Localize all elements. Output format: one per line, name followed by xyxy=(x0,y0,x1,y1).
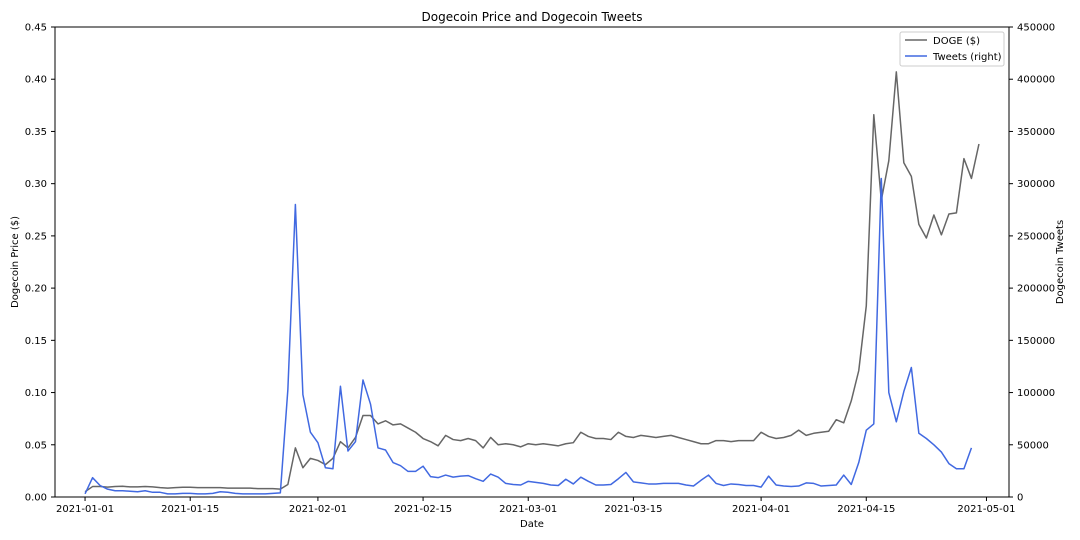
legend-label-doge: DOGE ($) xyxy=(933,36,980,47)
left-tick-label: 0.10 xyxy=(25,388,47,399)
x-tick-label: 2021-01-15 xyxy=(161,504,219,515)
right-tick-label: 100000 xyxy=(1017,388,1055,399)
x-tick-label: 2021-05-01 xyxy=(957,504,1015,515)
plot-frame xyxy=(54,26,1010,498)
legend: DOGE ($) Tweets (right) xyxy=(899,31,1005,67)
x-tick-label: 2021-04-15 xyxy=(837,504,895,515)
right-tick-label: 400000 xyxy=(1017,75,1055,86)
left-tick-label: 0.25 xyxy=(25,231,47,242)
x-tick-label: 2021-03-01 xyxy=(499,504,557,515)
right-tick-label: 350000 xyxy=(1017,127,1055,138)
x-tick-label: 2021-02-01 xyxy=(289,504,347,515)
right-tick-label: 0 xyxy=(1017,493,1023,504)
x-axis: 2021-01-01 2021-01-15 2021-02-01 2021-02-15… xyxy=(56,497,1016,515)
y-axis-title-right: Dogecoin Tweets xyxy=(1055,220,1066,304)
left-tick-label: 0.00 xyxy=(25,493,47,504)
left-tick-label: 0.30 xyxy=(25,179,47,190)
right-tick-label: 250000 xyxy=(1017,231,1055,242)
left-tick-label: 0.45 xyxy=(25,23,47,34)
series-layer xyxy=(84,71,980,495)
legend-label-tweets: Tweets (right) xyxy=(932,52,1002,63)
left-tick-label: 0.20 xyxy=(25,284,47,295)
chart-title: Dogecoin Price and Dogecoin Tweets xyxy=(422,10,643,24)
left-tick-label: 0.15 xyxy=(25,336,47,347)
left-tick-label: 0.35 xyxy=(25,127,47,138)
y-axis-title-left: Dogecoin Price ($) xyxy=(10,216,21,308)
x-tick-label: 2021-01-01 xyxy=(56,504,114,515)
right-tick-label: 150000 xyxy=(1017,336,1055,347)
x-tick-label: 2021-04-01 xyxy=(732,504,790,515)
left-tick-label: 0.05 xyxy=(25,440,47,451)
x-tick-label: 2021-03-15 xyxy=(604,504,662,515)
x-tick-label: 2021-02-15 xyxy=(394,504,452,515)
left-tick-label: 0.40 xyxy=(25,75,47,86)
x-axis-title: Date xyxy=(520,519,544,530)
right-tick-label: 450000 xyxy=(1017,23,1055,34)
left-y-axis: 0.00 0.05 0.10 0.15 0.20 0.25 0.30 0.35 0.40 0.45 xyxy=(25,23,55,504)
right-tick-label: 200000 xyxy=(1017,284,1055,295)
right-tick-label: 50000 xyxy=(1017,440,1049,451)
right-tick-label: 300000 xyxy=(1017,179,1055,190)
right-y-axis: 0 50000 100000 150000 200000 250000 300000 3500… xyxy=(1009,23,1055,504)
doge-price-series-line xyxy=(84,71,980,493)
tweets-series-line xyxy=(84,177,973,495)
